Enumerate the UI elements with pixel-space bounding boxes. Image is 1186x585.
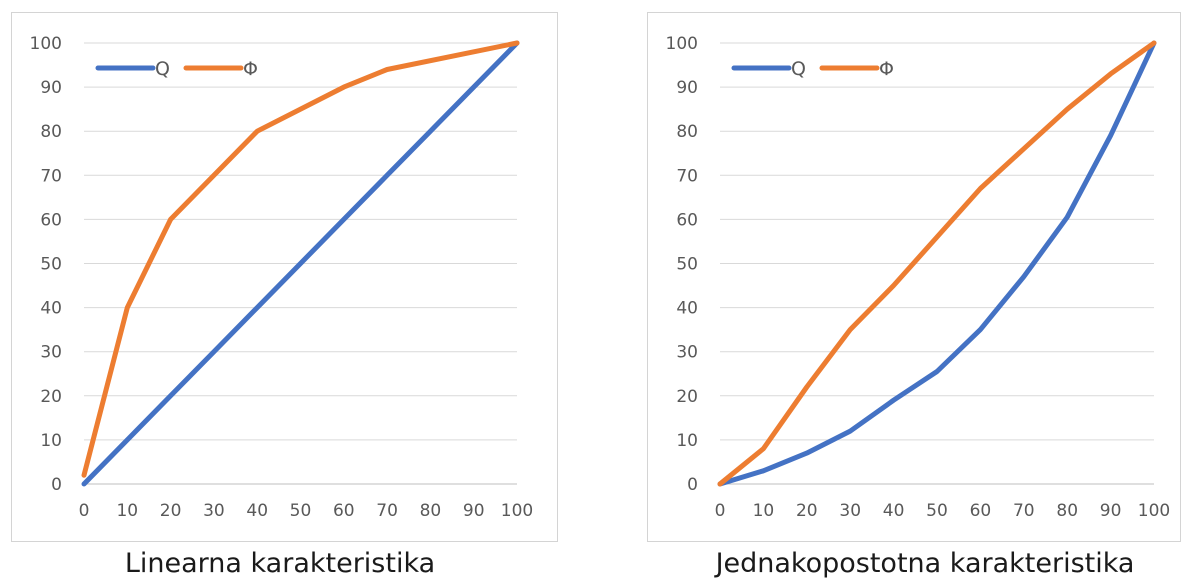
y-tick-label: 70 <box>40 166 62 186</box>
y-tick-label: 10 <box>676 431 698 451</box>
y-tick-label: 80 <box>40 122 62 142</box>
y-tick-label: 40 <box>40 299 62 319</box>
x-tick-label: 90 <box>1100 501 1122 521</box>
y-tick-label: 40 <box>676 299 698 319</box>
y-tick-label: 100 <box>30 34 62 54</box>
legend-label: Q <box>155 58 170 80</box>
x-tick-label: 50 <box>926 501 948 521</box>
x-tick-label: 10 <box>753 501 775 521</box>
legend-label: Q <box>791 58 806 80</box>
y-tick-label: 20 <box>40 387 62 407</box>
x-tick-label: 100 <box>501 501 533 521</box>
x-tick-label: 0 <box>715 501 726 521</box>
legend-label: Φ <box>243 58 258 80</box>
x-tick-label: 50 <box>290 501 312 521</box>
y-tick-label: 60 <box>40 210 62 230</box>
chart-caption: Jednakopostotna karakteristika <box>715 548 1135 579</box>
y-tick-label: 0 <box>687 475 698 495</box>
legend-label: Φ <box>879 58 894 80</box>
y-tick-label: 50 <box>676 255 698 275</box>
x-tick-label: 70 <box>376 501 398 521</box>
chart-frame: 0 10 20 30 40 50 60 70 80 90 100 0 10 20 30 40 50 60 70 80 9… <box>647 12 1181 542</box>
x-tick-label: 20 <box>796 501 818 521</box>
y-tick-label: 60 <box>676 210 698 230</box>
y-tick-label: 90 <box>40 78 62 98</box>
y-tick-label: 50 <box>40 255 62 275</box>
x-tick-label: 60 <box>970 501 992 521</box>
x-tick-label: 80 <box>1056 501 1078 521</box>
x-tick-label: 30 <box>203 501 225 521</box>
x-tick-label: 40 <box>246 501 268 521</box>
x-tick-label: 10 <box>116 501 138 521</box>
series-line-phi <box>717 40 1157 487</box>
x-tick-label: 70 <box>1013 501 1035 521</box>
chart-frame: 0 10 20 30 40 50 60 70 80 90 100 0 10 20 30 40 50 60 70 80 9… <box>11 12 558 542</box>
y-tick-label: 30 <box>676 343 698 363</box>
chart-caption: Linearna karakteristika <box>124 548 436 579</box>
x-tick-label: 100 <box>1138 501 1170 521</box>
y-tick-label: 80 <box>676 122 698 142</box>
x-tick-label: 20 <box>160 501 182 521</box>
x-tick-label: 40 <box>883 501 905 521</box>
y-tick-label: 20 <box>676 387 698 407</box>
x-tick-label: 60 <box>333 501 355 521</box>
chart-linear: 0 10 20 30 40 50 60 70 80 90 100 0 10 20 30 40 50 60 70 80 9… <box>30 34 534 521</box>
y-tick-label: 100 <box>666 34 698 54</box>
chart-equal-percentage: 0 10 20 30 40 50 60 70 80 90 100 0 10 20 30 40 50 60 70 80 9… <box>666 34 1171 521</box>
x-tick-label: 90 <box>463 501 485 521</box>
series-line-q <box>717 40 1157 487</box>
series-line-q <box>81 40 520 487</box>
y-tick-label: 30 <box>40 343 62 363</box>
x-tick-label: 80 <box>420 501 442 521</box>
x-tick-label: 30 <box>839 501 861 521</box>
y-tick-label: 90 <box>676 78 698 98</box>
y-tick-label: 10 <box>40 431 62 451</box>
x-tick-label: 0 <box>79 501 90 521</box>
series-line-phi <box>81 40 520 478</box>
y-tick-label: 70 <box>676 166 698 186</box>
y-tick-label: 0 <box>51 475 62 495</box>
